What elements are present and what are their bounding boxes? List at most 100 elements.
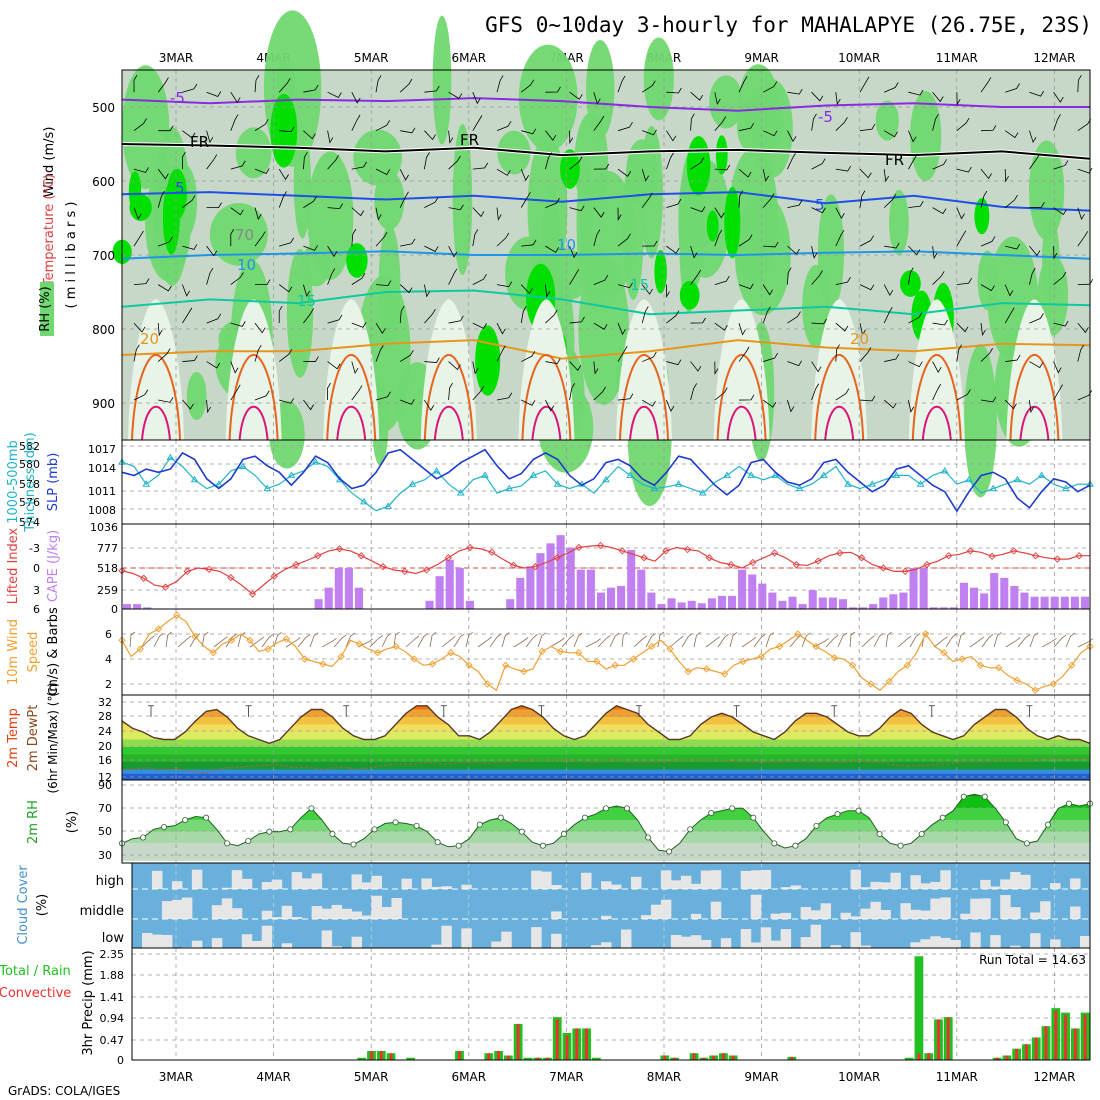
wind-barb <box>158 236 173 247</box>
wind-barb <box>787 153 796 170</box>
wind-barb <box>884 82 899 93</box>
wind-barb <box>303 130 316 140</box>
wind-barb <box>424 85 440 93</box>
label-convective: Convective <box>0 986 71 1001</box>
wind-speed-marker <box>428 660 437 668</box>
wind-barb <box>1029 399 1035 414</box>
lifted-index-marker <box>596 541 605 550</box>
wind-barb <box>956 230 967 247</box>
temperature-contour--5 <box>121 97 1090 112</box>
wind-speed-marker <box>374 649 382 657</box>
lifted-index-marker <box>944 552 953 560</box>
wind-barb <box>835 165 852 172</box>
precip-tick: 1.88 <box>100 969 125 982</box>
cloud-fill-middle <box>341 908 353 919</box>
wind-speed-marker <box>903 661 911 669</box>
wind-barb-10m <box>273 632 282 648</box>
wind-barb <box>617 393 634 401</box>
wind-barb <box>763 352 779 362</box>
slp-tick: 1014 <box>88 462 116 475</box>
temperature-contour-25 <box>619 353 669 441</box>
temperature-contour-30 <box>1019 405 1050 441</box>
wind-barb-10m <box>885 631 892 648</box>
cape-bar <box>687 600 696 609</box>
wind-speed-marker <box>593 657 601 666</box>
thickness-tick: 578 <box>19 478 40 491</box>
wind-barb <box>327 361 341 370</box>
cloud-fill-low <box>940 937 951 948</box>
precip-convective-bar <box>497 1050 501 1060</box>
cloud-fill-high <box>880 882 891 889</box>
wind-speed-marker <box>629 655 638 663</box>
date-label-bottom: 5MAR <box>354 1070 389 1084</box>
wind-barb <box>521 128 537 135</box>
thickness-marker <box>868 480 877 487</box>
temp-band <box>122 754 1090 762</box>
cloud-fill-high <box>980 879 991 889</box>
wind-barb <box>980 348 993 362</box>
thickness-marker <box>795 484 804 492</box>
lifted-index-marker <box>749 558 757 567</box>
wind-barb <box>835 92 841 106</box>
wind-barb-10m <box>1065 632 1075 648</box>
wind-barb <box>593 115 605 131</box>
wind-barb <box>303 308 314 324</box>
cloud-fill-middle <box>1070 906 1081 919</box>
wind-barb <box>835 344 840 362</box>
cloud-fill-high <box>221 887 233 889</box>
rh-marker <box>371 826 378 833</box>
wind-barb <box>545 152 552 170</box>
wind-barb <box>787 199 803 209</box>
wind-barb <box>908 245 921 256</box>
wind-barb <box>182 355 198 362</box>
wind-barb <box>762 399 777 408</box>
cloud-fill-high <box>690 883 702 889</box>
wind-barb <box>375 120 391 132</box>
wind-barb <box>1053 114 1061 131</box>
dewpoint-line <box>122 757 1090 774</box>
wind-barb <box>811 318 827 325</box>
rh-marker <box>329 831 336 838</box>
precip-total-bar <box>523 1057 533 1060</box>
rh-marker <box>876 831 883 838</box>
wind-barb <box>884 353 900 362</box>
wind-barb <box>545 284 551 298</box>
wind-barb <box>932 91 944 103</box>
wind-barb-10m <box>129 631 136 648</box>
lifted-index-marker <box>205 565 213 574</box>
wind-barb-10m <box>741 636 757 648</box>
wind-barb <box>496 281 513 288</box>
precip-convective-bar <box>702 1057 706 1060</box>
wind-speed-marker <box>921 630 930 638</box>
wind-barb <box>690 246 698 259</box>
rh-marker <box>918 831 925 838</box>
cloud-fill-low <box>601 942 612 948</box>
rh-marker <box>308 805 315 812</box>
cloud-fill-high <box>930 881 941 889</box>
wind-barb <box>1029 267 1036 285</box>
label-temp-units: (6hr Min/Max) (°C) <box>46 682 60 793</box>
wind-barb <box>787 88 803 95</box>
wind-barb <box>133 167 149 173</box>
wind-barb <box>1077 74 1082 93</box>
cape-bar <box>828 597 837 609</box>
wind-barb-10m <box>441 636 456 648</box>
rh-contour-low <box>128 299 184 440</box>
precip-panel: 2.35 1.88 1.41 0.94 0.47 0 Run Total = 14.63 <box>100 947 1091 1067</box>
precip-convective-bar <box>712 1055 716 1060</box>
wind-barb <box>980 396 997 403</box>
wind-barb <box>569 245 578 259</box>
wind-barb <box>351 322 367 328</box>
wind-barb-10m <box>1029 632 1039 648</box>
wind-barb <box>303 245 318 251</box>
wind-barb <box>158 397 174 403</box>
cape-bar <box>354 587 363 609</box>
wind-barb <box>327 203 343 210</box>
wind-barb <box>617 207 622 222</box>
wind-barb <box>375 345 384 362</box>
wind-barb <box>496 75 504 93</box>
wind-barb <box>448 204 464 211</box>
wind-barb <box>811 91 824 102</box>
wind-barb <box>1029 90 1045 97</box>
precip-total-bar <box>406 1057 415 1060</box>
